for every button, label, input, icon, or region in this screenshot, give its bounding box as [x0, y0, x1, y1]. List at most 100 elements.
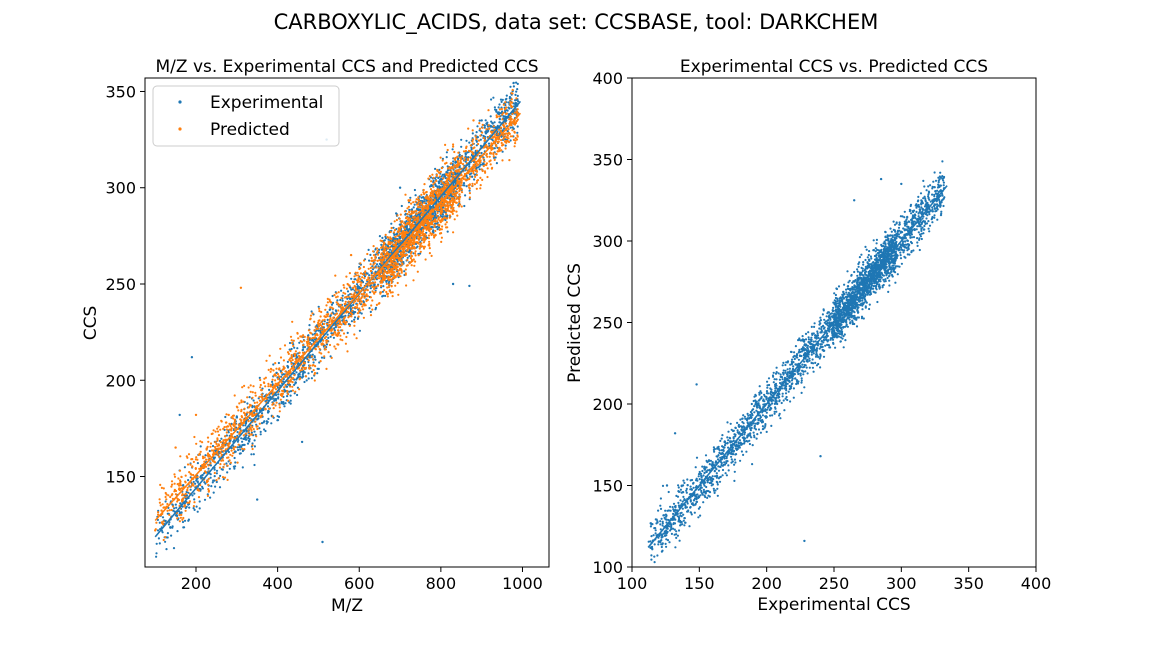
- data-point: [222, 459, 225, 462]
- data-point: [468, 173, 471, 176]
- data-point: [276, 373, 280, 376]
- data-point: [387, 269, 390, 272]
- data-point: [220, 419, 223, 422]
- data-point: [298, 351, 301, 354]
- data-point: [317, 305, 320, 308]
- data-point: [460, 191, 464, 194]
- data-point: [177, 477, 180, 480]
- data-point: [437, 218, 440, 221]
- data-point: [496, 112, 499, 115]
- data-point: [296, 332, 299, 335]
- data-point: [462, 182, 466, 185]
- data-point: [284, 402, 287, 405]
- data-point: [187, 453, 191, 456]
- data-point: [414, 218, 417, 221]
- data-point: [408, 208, 411, 211]
- data-point: [186, 488, 189, 491]
- data-point: [458, 177, 461, 180]
- data-point: [494, 156, 497, 159]
- data-point: [238, 402, 241, 405]
- data-point: [399, 267, 402, 270]
- data-point: [369, 287, 372, 290]
- data-point: [401, 262, 404, 265]
- data-point: [226, 464, 229, 467]
- data-point: [374, 308, 377, 311]
- data-point: [336, 324, 339, 327]
- outlier-point: [398, 186, 402, 189]
- data-point: [167, 494, 170, 497]
- data-point: [275, 367, 278, 370]
- data-point: [350, 293, 353, 296]
- data-point: [369, 269, 372, 273]
- data-point: [422, 196, 425, 199]
- data-point: [495, 110, 498, 113]
- data-point: [451, 148, 454, 151]
- data-point: [220, 459, 223, 462]
- data-point: [396, 265, 399, 268]
- data-point: [375, 247, 379, 250]
- data-point: [233, 467, 236, 470]
- data-point: [344, 342, 347, 345]
- data-point: [312, 361, 315, 364]
- data-point: [292, 339, 295, 342]
- data-point: [293, 346, 296, 349]
- data-point: [183, 519, 187, 522]
- data-point: [428, 175, 431, 178]
- data-point: [289, 380, 292, 383]
- data-point: [429, 232, 432, 235]
- data-point: [417, 238, 421, 241]
- data-point: [391, 291, 394, 294]
- data-point: [373, 286, 376, 289]
- data-point: [258, 376, 261, 379]
- data-point: [436, 211, 439, 214]
- data-point: [484, 171, 487, 174]
- data-point: [480, 151, 483, 155]
- data-point: [234, 445, 237, 449]
- data-point: [290, 390, 293, 393]
- data-point: [198, 500, 201, 503]
- data-point: [243, 407, 246, 410]
- data-point: [397, 231, 400, 234]
- data-point: [286, 351, 290, 354]
- data-point: [290, 354, 293, 357]
- data-point: [334, 347, 337, 350]
- data-point: [178, 484, 181, 487]
- data-point: [165, 548, 168, 551]
- data-point: [509, 100, 512, 103]
- data-point: [235, 416, 238, 419]
- data-point: [248, 439, 251, 442]
- data-point: [176, 500, 179, 503]
- data-point: [293, 352, 296, 356]
- data-point: [458, 203, 462, 206]
- data-point: [335, 292, 338, 295]
- data-point: [256, 427, 259, 431]
- data-point: [219, 428, 222, 431]
- data-point: [162, 487, 165, 490]
- data-point: [403, 270, 406, 273]
- data-point: [420, 203, 423, 206]
- data-point: [219, 474, 222, 477]
- data-point: [409, 237, 412, 240]
- data-point: [441, 225, 444, 228]
- data-point: [406, 212, 409, 216]
- data-point: [375, 263, 379, 266]
- data-point: [473, 183, 476, 186]
- data-point: [421, 205, 424, 208]
- data-point: [255, 435, 258, 438]
- data-point: [236, 431, 239, 434]
- data-point: [302, 346, 305, 349]
- data-point: [403, 253, 406, 256]
- data-point: [324, 348, 327, 351]
- data-point: [461, 163, 465, 166]
- data-point: [302, 334, 305, 337]
- data-point: [213, 475, 216, 478]
- data-point: [333, 327, 336, 330]
- data-point: [303, 371, 306, 374]
- data-point: [272, 407, 275, 410]
- data-point: [501, 129, 504, 132]
- data-point: [378, 302, 381, 305]
- data-point: [207, 467, 210, 470]
- data-point: [233, 421, 236, 425]
- data-point: [215, 480, 218, 484]
- data-point: [317, 329, 320, 332]
